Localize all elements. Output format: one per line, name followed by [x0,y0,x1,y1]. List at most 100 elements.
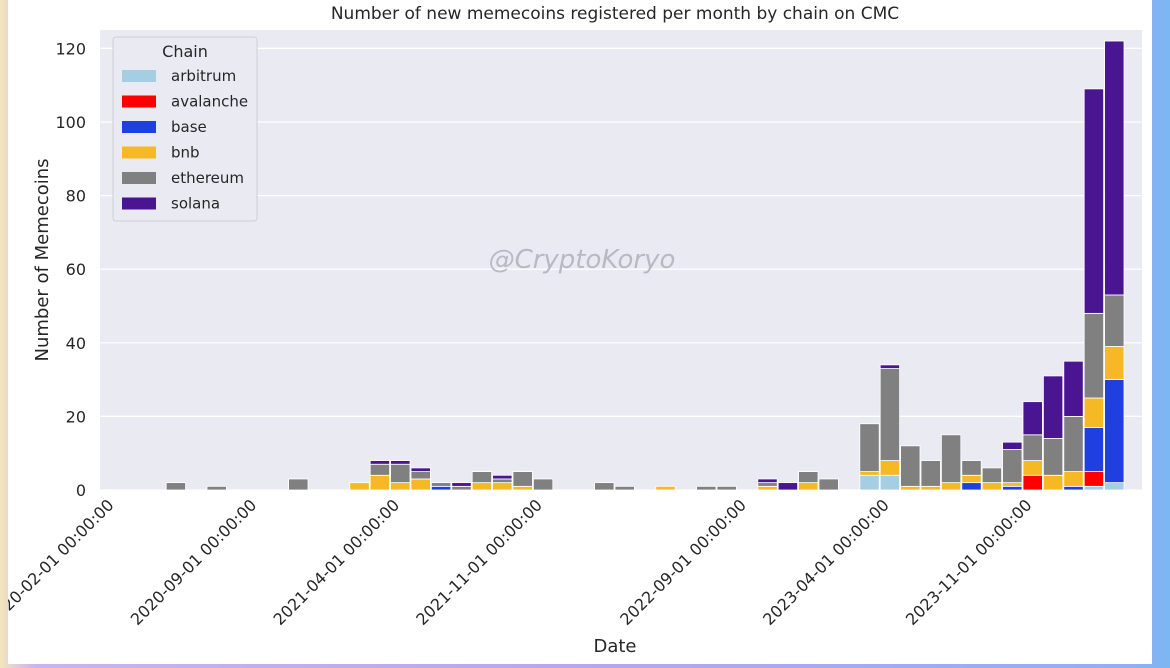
bar-segment-ethereum [981,467,1003,484]
bar-segment-ethereum [1083,312,1104,399]
bar-segment-bnb [941,482,962,491]
bar-segment-ethereum [390,463,411,484]
legend-label-avalanche: avalanche [171,93,248,111]
legend-items: arbitrum avalanche base bnb ethereum solana [122,67,248,213]
bar-segment-ethereum [533,478,554,491]
bar-segment-solana [879,364,901,369]
bar-segment-base [430,485,452,491]
bar-segment-ethereum [859,423,880,473]
bar-segment-ethereum [900,445,921,487]
bar-segment-bnb [798,482,819,491]
y-tick-label: 120 [55,39,86,58]
y-axis-ticks: 0 20 40 60 80 100 120 [55,39,86,500]
bar-segment-bnb [1063,471,1084,487]
bar-segment-solana [492,474,513,480]
bar-segment-bnb [920,485,941,491]
bar-segment-ethereum [614,485,635,491]
bar-segment-ethereum [757,482,778,487]
chart-title: Number of new memecoins registered per m… [331,4,899,24]
bar-segment-bnb [879,460,901,476]
bar-segment-ethereum [594,482,615,491]
x-tick-label: 2021-04-01 00:00:00 [270,495,404,629]
bar-segment-ethereum [961,460,982,476]
bar-segment-solana [1104,40,1125,296]
bar-segment-bnb [471,482,493,491]
stacked-bar-chart: Number of new memecoins registered per m… [8,4,1142,657]
legend-label-bnb: bnb [171,144,200,162]
bar-segment-ethereum [941,434,962,484]
x-tick-label: 2021-11-01 00:00:00 [412,495,546,629]
watermark: @CryptoKoryo [489,245,676,275]
bar-segment-base [1002,485,1023,491]
bar-segment-ethereum [818,478,839,491]
legend-swatch-base [122,121,156,133]
legend-swatch-arbitrum [122,70,156,82]
x-tick-label: 2023-04-01 00:00:00 [759,495,893,629]
bar-segment-ethereum [1022,434,1043,461]
bars [165,40,1125,491]
y-tick-label: 0 [76,481,86,500]
y-axis-label: Number of Memecoins [32,158,53,361]
bar-segment-ethereum [492,478,513,484]
bar-segment-ethereum [410,471,431,480]
y-tick-label: 100 [55,113,86,132]
bar-segment-solana [1043,375,1064,439]
bar-segment-ethereum [369,463,391,476]
bar-segment-solana [410,467,431,473]
chart-card: Number of new memecoins registered per m… [8,0,1152,664]
bar-segment-bnb [410,478,431,491]
bar-segment-bnb [655,485,676,491]
bar-segment-ethereum [1104,294,1125,347]
bar-segment-ethereum [716,485,737,491]
bar-segment-arbitrum [1104,482,1125,491]
legend-swatch-avalanche [122,95,156,108]
bar-segment-base [961,482,982,491]
x-tick-label: 2020-09-01 00:00:00 [127,495,261,629]
bar-segment-solana [777,482,799,491]
bar-segment-bnb [981,482,1003,491]
bar-segment-ethereum [879,368,901,461]
legend-label-solana: solana [171,195,220,213]
bar-segment-bnb [1043,474,1064,491]
y-tick-label: 40 [66,334,86,353]
bar-segment-arbitrum [1083,485,1104,491]
y-gridlines [100,47,1142,491]
legend-label-base: base [171,118,207,136]
bar-segment-bnb [369,474,391,491]
bar-segment-bnb [900,485,921,491]
bar-segment-bnb [859,471,880,476]
y-tick-label: 80 [66,187,86,206]
bar-segment-ethereum [1063,415,1084,472]
bar-segment-ethereum [165,482,186,491]
bar-segment-base [1063,485,1084,491]
legend-label-arbitrum: arbitrum [171,67,236,85]
bar-segment-solana [451,482,472,487]
bar-segment-solana [1002,441,1023,450]
bar-segment-solana [1083,88,1104,314]
x-tick-label: 2022-09-01 00:00:00 [616,495,750,629]
bar-segment-ethereum [1043,438,1064,476]
bar-segment-arbitrum [879,474,901,491]
bar-segment-bnb [1022,460,1043,476]
bar-segment-arbitrum [859,474,880,491]
bar-segment-ethereum [206,485,227,491]
bar-segment-bnb [512,485,533,491]
bar-segment-bnb [349,482,370,491]
bar-segment-ethereum [696,485,717,491]
bar-segment-base [1083,427,1104,473]
legend-swatch-solana [122,197,156,210]
bar-segment-ethereum [798,471,819,484]
bar-segment-avalanche [1022,474,1043,491]
bar-segment-ethereum [1002,449,1023,484]
plot-area [100,30,1142,490]
bar-segment-ethereum [471,471,493,484]
legend-swatch-bnb [122,146,156,159]
bar-segment-bnb [492,482,513,491]
bar-segment-ethereum [920,460,941,487]
bar-segment-solana [1063,360,1084,417]
bar-segment-avalanche [1083,471,1104,487]
legend: Chain arbitrum avalanche base bnb ethereum so… [112,36,258,222]
legend-label-ethereum: ethereum [171,169,244,187]
bar-segment-solana [390,460,411,465]
bar-segment-solana [757,478,778,484]
